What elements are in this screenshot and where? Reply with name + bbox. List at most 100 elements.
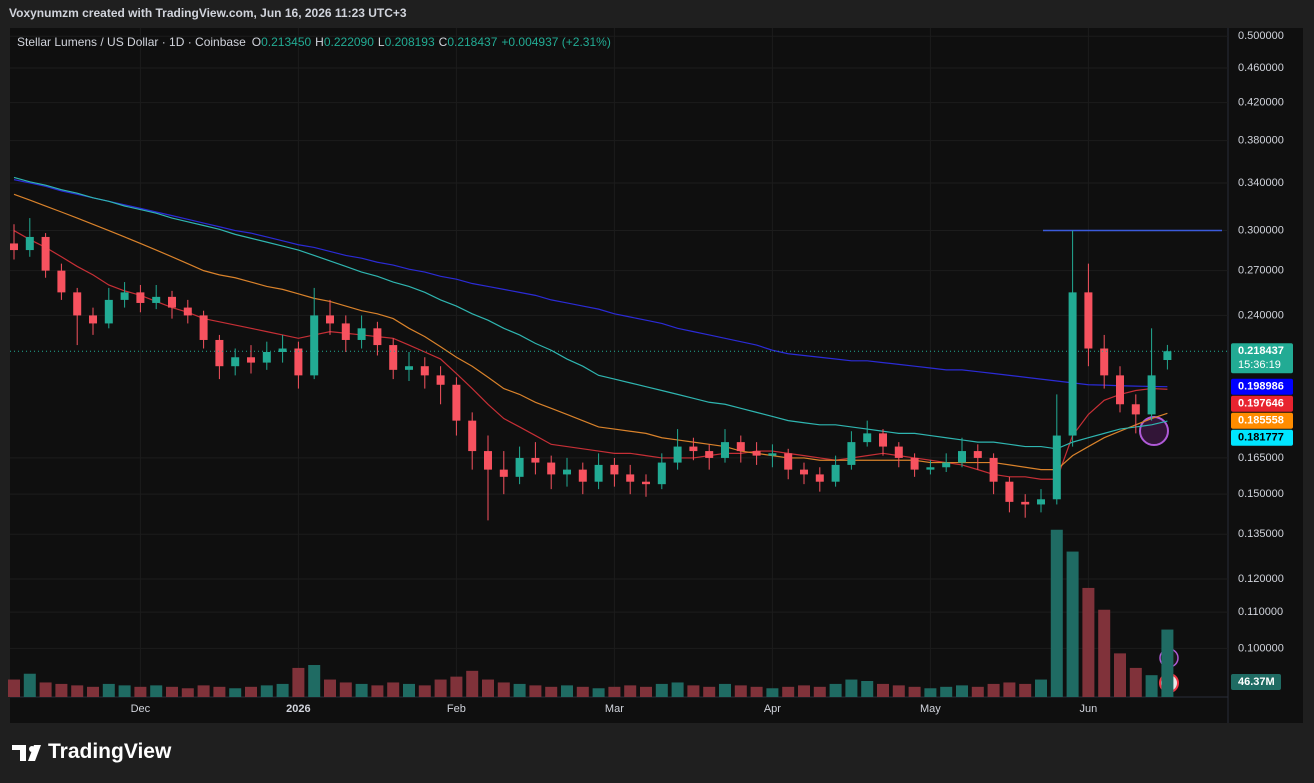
volume-bar	[150, 685, 163, 697]
volume-bar	[861, 681, 874, 697]
candle-body	[721, 442, 729, 458]
y-tick-label: 0.500000	[1238, 30, 1284, 42]
candle-body	[152, 296, 161, 303]
candle-body	[752, 451, 761, 456]
volume-bar	[23, 673, 36, 697]
volume-bar	[71, 685, 84, 697]
y-tick-label: 0.110000	[1238, 606, 1283, 618]
ohlc-label: C	[438, 35, 448, 49]
candle-body	[484, 451, 492, 470]
x-tick-label: Jun	[1080, 703, 1098, 715]
candle-body	[389, 345, 398, 370]
candle-body	[736, 442, 745, 452]
volume-bar	[513, 683, 526, 697]
candle-body	[183, 307, 192, 316]
candle-body	[420, 366, 429, 376]
x-tick-label: Apr	[764, 703, 781, 715]
price-label-bg	[1231, 343, 1293, 374]
ohlc-value: 0.222090	[323, 35, 374, 49]
candle-body	[452, 384, 461, 421]
candle-body	[436, 375, 445, 385]
candle-body	[73, 292, 82, 316]
candle-body	[136, 292, 145, 303]
volume-bar	[687, 685, 700, 697]
x-tick-label: May	[920, 703, 941, 715]
volume-bar	[308, 665, 321, 697]
price-label: 0.218437	[1238, 345, 1284, 357]
x-tick-label: Dec	[131, 703, 151, 715]
volume-bar	[466, 670, 479, 697]
ohlc-value: 0.208193	[384, 35, 435, 49]
volume-bar	[387, 682, 400, 697]
marker-circle	[1139, 416, 1169, 446]
candle-body	[515, 457, 524, 477]
candle-body	[41, 236, 50, 271]
volume-bar	[1019, 683, 1032, 697]
credit: Voxynumzm created with TradingView.com, …	[9, 6, 407, 20]
volume-bar	[924, 688, 937, 697]
candle-body	[1084, 292, 1093, 349]
x-tick-label: Mar	[605, 703, 624, 715]
ma-line	[13, 193, 1168, 471]
y-tick-label: 0.340000	[1238, 177, 1284, 189]
ma-line	[13, 179, 1168, 388]
y-tick-label: 0.300000	[1238, 224, 1284, 236]
volume-bar	[1114, 653, 1126, 697]
volume-bar	[39, 682, 52, 697]
x-tick-label: 2026	[286, 703, 310, 715]
candle-body	[1163, 351, 1172, 361]
candle-body	[231, 357, 240, 367]
volume-bar	[892, 685, 905, 697]
ohlc-value: 0.213450	[261, 35, 312, 49]
candle-body	[563, 469, 571, 475]
y-tick-label: 0.270000	[1238, 265, 1284, 277]
candle-body	[168, 296, 176, 308]
volume-bar	[55, 683, 68, 697]
volume-bar	[734, 685, 747, 697]
volume-bar	[640, 686, 652, 697]
candle-body	[531, 457, 540, 463]
candle-body	[610, 464, 619, 475]
candle-body	[326, 315, 334, 324]
volume-bar	[576, 686, 589, 697]
volume-bar	[324, 679, 336, 697]
volume-bar	[197, 685, 210, 697]
volume-bar	[956, 685, 968, 697]
volume-bar	[987, 683, 1000, 697]
candle-body	[262, 351, 271, 363]
volume-bar	[608, 686, 621, 697]
volume-bar	[371, 685, 384, 697]
volume-bar	[355, 683, 368, 697]
volume-bar	[260, 685, 273, 697]
candle-body	[768, 453, 777, 456]
volume-bar	[1066, 551, 1079, 697]
volume-bar	[276, 683, 289, 697]
candle-body	[1052, 435, 1061, 500]
volume-bar	[1035, 679, 1047, 697]
volume-bar	[908, 686, 921, 697]
candle-body	[926, 467, 935, 470]
y-tick-label: 0.380000	[1238, 135, 1284, 147]
volume-bar	[1003, 682, 1016, 697]
volume-bar	[166, 686, 178, 697]
candle-body	[1068, 292, 1077, 436]
volume-bar	[877, 683, 889, 697]
volume-bar	[798, 685, 810, 697]
volume-bar	[118, 685, 131, 697]
volume-bar	[292, 667, 305, 697]
volume-bar	[339, 682, 352, 697]
candle-body	[199, 315, 208, 340]
candle-body	[25, 236, 34, 251]
volume-bar	[671, 682, 684, 697]
y-tick-label: 0.150000	[1238, 488, 1284, 500]
volume-bar	[719, 683, 731, 697]
candle-body	[120, 292, 129, 300]
volume-bar	[181, 688, 194, 697]
volume-bar	[482, 679, 494, 697]
y-tick-label: 0.100000	[1238, 642, 1284, 654]
candle-body	[847, 442, 856, 465]
volume-bar	[829, 683, 842, 697]
volume-bar	[418, 685, 431, 697]
candle-body	[626, 474, 635, 482]
